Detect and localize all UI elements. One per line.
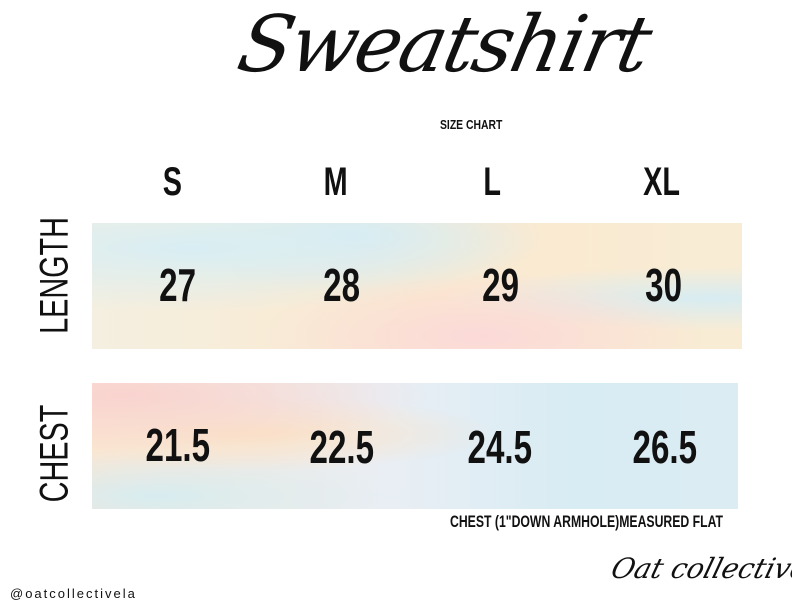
size-header-xl: XL <box>643 160 681 204</box>
chest-value-m: 22.5 <box>309 421 375 473</box>
length-value-xl: 30 <box>645 259 683 311</box>
chest-value-l: 24.5 <box>467 421 533 473</box>
measurement-note: CHEST (1"DOWN ARMHOLE)MEASURED FLAT <box>450 512 724 531</box>
length-value-s: 27 <box>159 259 197 311</box>
social-handle: @oatcollectivela <box>10 586 137 601</box>
size-header-m: M <box>323 160 348 204</box>
brand-signature-logo: Oat collective <box>607 552 792 585</box>
length-row-band <box>92 223 742 349</box>
size-header-l: L <box>483 160 501 204</box>
chest-value-xl: 26.5 <box>632 421 698 473</box>
chest-row-band <box>92 383 738 509</box>
chest-value-s: 21.5 <box>145 419 211 471</box>
page-title: Sweatshirt <box>230 0 658 90</box>
size-header-s: S <box>162 160 182 204</box>
page-subtitle: SIZE CHART <box>440 117 503 132</box>
length-value-m: 28 <box>323 259 361 311</box>
row-label-length: LENGTH <box>32 217 77 334</box>
length-value-l: 29 <box>482 259 520 311</box>
row-label-chest: CHEST <box>32 404 77 503</box>
